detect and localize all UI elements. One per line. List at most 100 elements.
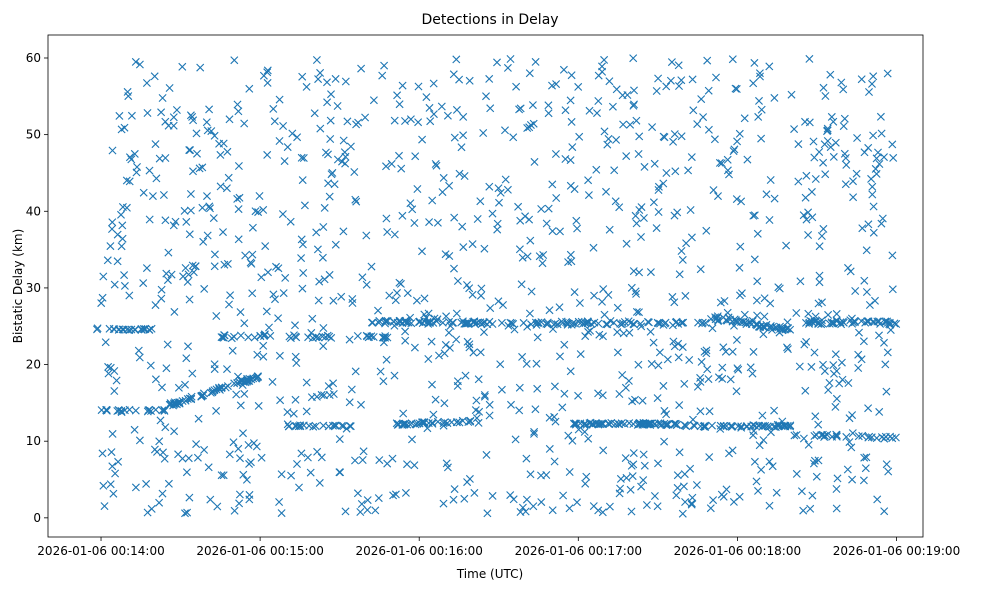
scatter-point: [566, 250, 575, 259]
scatter-point: [452, 335, 461, 344]
scatter-point: [466, 417, 475, 426]
scatter-point: [429, 110, 438, 119]
scatter-point: [584, 191, 593, 200]
scatter-point: [598, 297, 606, 306]
scatter-point: [759, 323, 768, 332]
scatter-point: [217, 333, 226, 342]
scatter-point: [459, 112, 468, 121]
scatter-point: [794, 140, 803, 149]
scatter-point: [804, 208, 813, 217]
scatter-point: [464, 319, 473, 328]
scatter-point: [357, 400, 365, 409]
scatter-point: [401, 488, 410, 497]
scatter-point: [304, 333, 313, 342]
scatter-point: [230, 506, 239, 515]
scatter-point: [723, 166, 732, 175]
scatter-point: [765, 216, 774, 224]
scatter-point: [117, 406, 126, 415]
scatter-point: [654, 208, 663, 216]
scatter-point: [635, 268, 644, 277]
scatter-point: [245, 374, 254, 383]
scatter-point: [200, 445, 209, 454]
scatter-point: [605, 420, 614, 429]
scatter-point: [110, 387, 119, 395]
scatter-point: [182, 354, 191, 363]
scatter-point: [851, 287, 860, 295]
scatter-point: [331, 74, 340, 83]
scatter-point: [829, 361, 838, 370]
scatter-point: [581, 319, 590, 328]
scatter-point: [120, 123, 129, 132]
scatter-point: [397, 164, 406, 173]
scatter-point: [401, 336, 410, 345]
scatter-point: [714, 192, 722, 201]
scatter-point: [817, 232, 826, 240]
scatter-point: [494, 184, 503, 193]
scatter-point: [390, 230, 399, 239]
scatter-point: [667, 58, 676, 67]
scatter-point: [566, 181, 575, 190]
scatter-point: [696, 422, 705, 431]
scatter-point: [299, 269, 308, 277]
scatter-point: [662, 420, 671, 429]
scatter-point: [296, 422, 305, 431]
scatter-point: [771, 423, 780, 432]
scatter-point: [759, 330, 768, 339]
scatter-point: [335, 468, 344, 477]
scatter-point: [605, 77, 614, 86]
scatter-point: [716, 421, 725, 430]
scatter-point: [888, 434, 897, 443]
scatter-point: [610, 166, 619, 175]
scatter-point: [175, 398, 184, 407]
scatter-point: [178, 62, 187, 71]
scatter-point: [854, 432, 863, 441]
scatter-point: [880, 434, 889, 443]
scatter-point: [841, 154, 850, 162]
scatter-point: [568, 436, 577, 445]
scatter-point: [460, 172, 469, 180]
scatter-point: [678, 343, 687, 352]
scatter-point: [395, 278, 404, 287]
scatter-point: [245, 495, 254, 504]
scatter-point: [880, 338, 888, 347]
scatter-point: [647, 419, 656, 428]
scatter-point: [868, 190, 877, 199]
scatter-point: [635, 206, 644, 214]
scatter-point: [865, 88, 873, 96]
scatter-point: [669, 337, 678, 346]
scatter-point: [147, 504, 156, 513]
scatter-point: [317, 390, 326, 399]
scatter-point: [235, 499, 244, 508]
scatter-point: [687, 153, 696, 162]
scatter-point: [600, 310, 609, 319]
scatter-point: [573, 224, 582, 233]
scatter-point: [545, 306, 554, 315]
scatter-point: [351, 195, 360, 204]
scatter-point: [561, 106, 570, 115]
scatter-point: [826, 70, 835, 79]
scatter-point: [531, 405, 540, 414]
scatter-point: [234, 107, 243, 116]
scatter-point: [495, 198, 503, 207]
scatter-point: [671, 318, 680, 327]
scatter-point: [453, 381, 462, 390]
scatter-point: [381, 333, 390, 342]
scatter-point: [297, 235, 306, 244]
scatter-point: [292, 333, 301, 342]
scatter-point: [389, 317, 398, 326]
scatter-point: [567, 71, 576, 80]
scatter-point: [155, 498, 164, 507]
scatter-point: [824, 386, 833, 394]
scatter-point: [875, 407, 884, 416]
x-tick-label: 2026-01-06 00:19:00: [833, 544, 960, 558]
scatter-point: [459, 131, 468, 140]
scatter-point: [593, 109, 601, 118]
scatter-point: [719, 343, 728, 352]
scatter-point: [112, 376, 121, 385]
scatter-point: [119, 325, 128, 334]
scatter-point: [815, 242, 824, 251]
scatter-point: [650, 492, 659, 500]
scatter-point: [244, 333, 253, 342]
scatter-point: [589, 502, 598, 511]
